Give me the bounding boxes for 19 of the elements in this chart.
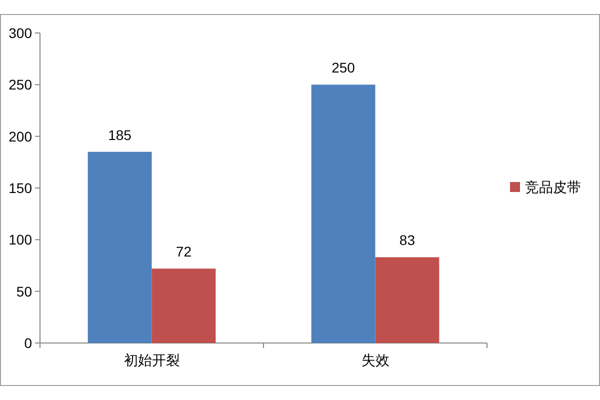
x-tick-label: 失效	[361, 352, 390, 368]
y-tick-label: 50	[16, 283, 32, 300]
y-tick-label: 100	[8, 232, 32, 248]
bar	[152, 268, 216, 343]
x-tick-label: 初始开裂	[124, 352, 180, 368]
data-label: 185	[108, 126, 132, 143]
data-label: 250	[332, 60, 356, 76]
data-label: 83	[399, 232, 416, 248]
bar	[375, 257, 440, 343]
y-tick-label: 150	[8, 180, 32, 196]
y-tick-label: 0	[24, 335, 32, 351]
y-tick-label: 300	[8, 25, 32, 41]
bar	[88, 152, 152, 343]
legend: 竞品皮带	[510, 179, 581, 195]
y-tick-label: 250	[8, 76, 32, 93]
data-label: 72	[176, 244, 192, 260]
bar	[311, 84, 376, 343]
legend-label: 竞品皮带	[525, 179, 581, 195]
y-tick-label: 200	[8, 128, 32, 144]
